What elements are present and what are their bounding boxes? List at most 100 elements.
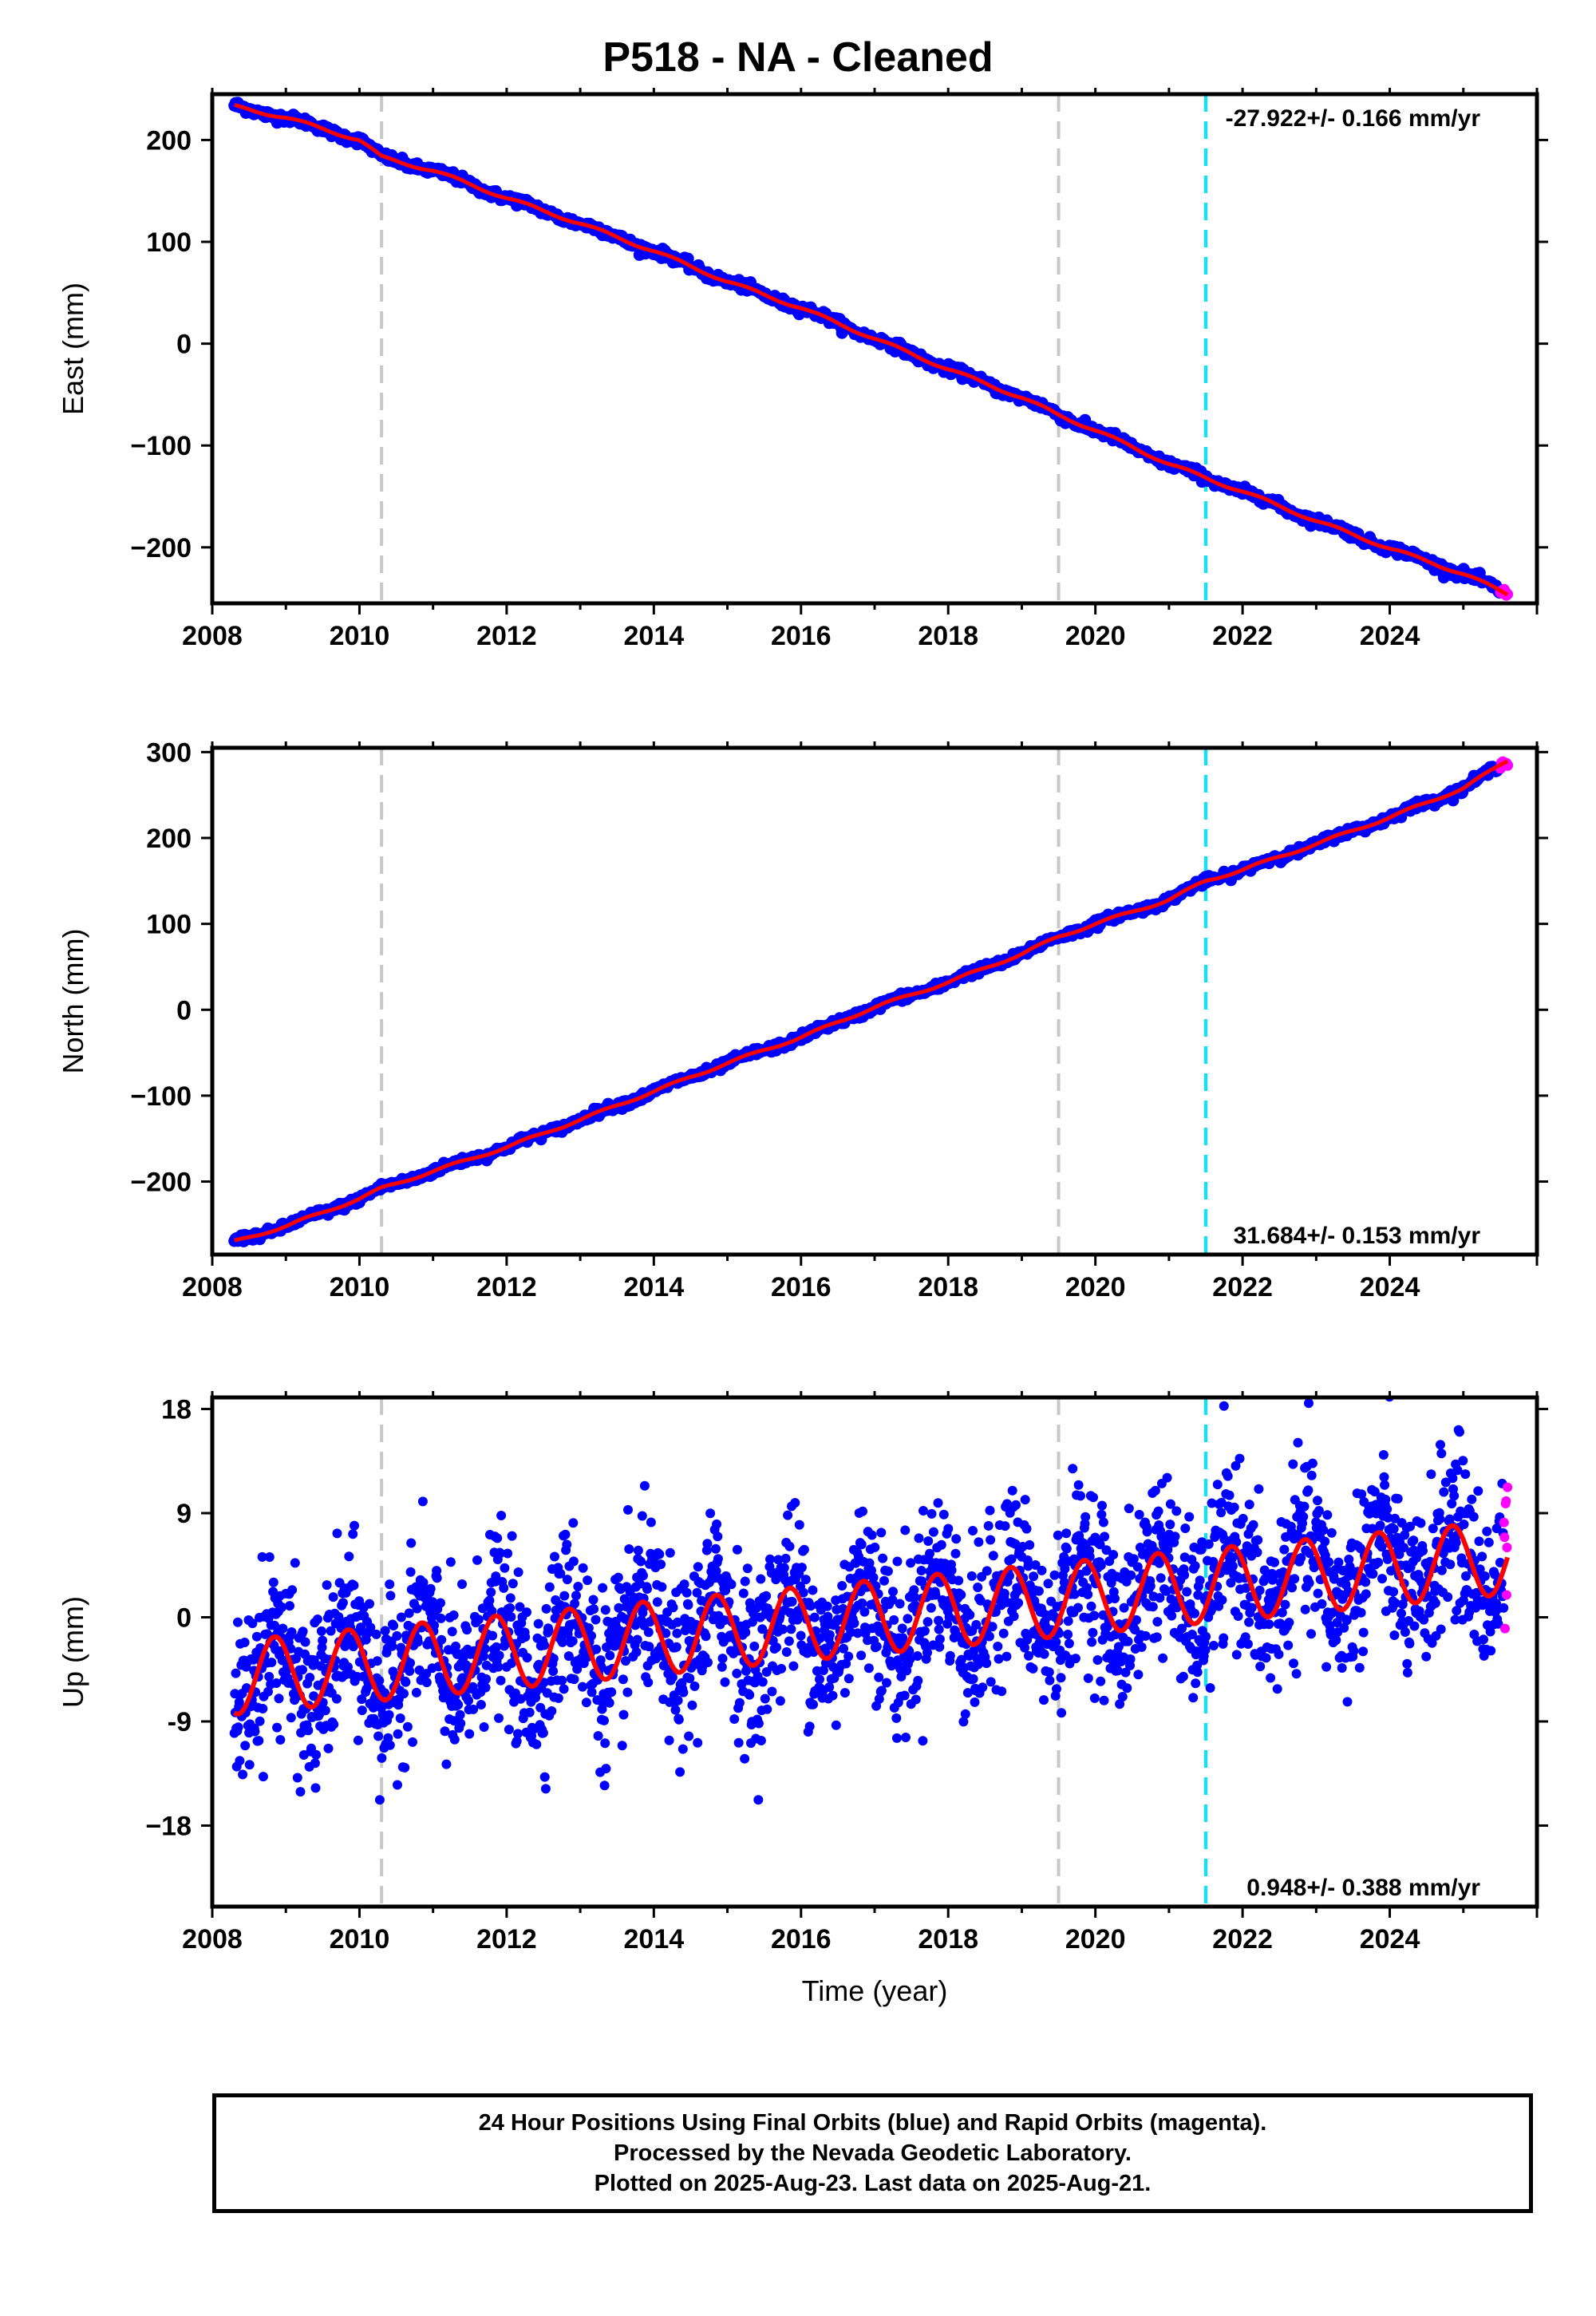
final-orbit-point xyxy=(693,1562,703,1572)
final-orbit-point xyxy=(1044,1667,1054,1678)
final-orbit-point xyxy=(670,1705,681,1715)
final-orbit-point xyxy=(1259,1565,1270,1575)
final-orbit-point xyxy=(934,1634,945,1644)
final-orbit-point xyxy=(492,1642,501,1652)
final-orbit-point xyxy=(539,1772,550,1782)
final-orbit-point xyxy=(562,1539,572,1550)
final-orbit-point xyxy=(856,1650,867,1661)
final-orbit-point xyxy=(492,1533,503,1543)
final-orbit-point xyxy=(1452,1606,1462,1616)
final-orbit-point xyxy=(421,1678,432,1688)
final-orbit-point xyxy=(753,1795,764,1805)
x-tick-label: 2016 xyxy=(771,621,832,651)
final-orbit-point xyxy=(892,1556,903,1567)
final-orbit-point xyxy=(406,1538,417,1548)
final-orbit-point xyxy=(899,1690,910,1701)
final-orbit-point xyxy=(1460,1469,1471,1480)
final-orbit-point xyxy=(897,1623,907,1634)
rapid-orbit-point xyxy=(1500,1623,1510,1634)
final-orbit-point xyxy=(619,1594,630,1604)
final-orbit-point xyxy=(1158,1653,1168,1663)
final-orbit-point xyxy=(1483,1537,1494,1547)
rapid-orbit-point xyxy=(1502,1543,1512,1552)
final-orbit-point xyxy=(1216,1508,1227,1518)
final-orbit-point xyxy=(1421,1651,1432,1662)
final-orbit-point xyxy=(1009,1611,1019,1622)
final-orbit-point xyxy=(657,1582,667,1592)
y-tick-label: 100 xyxy=(146,227,192,258)
final-orbit-point xyxy=(794,1520,804,1530)
final-orbit-point xyxy=(599,1780,610,1791)
panel-up: 2008 2010 2012 2014 2016 2018 2020 2022 20241890… xyxy=(57,1391,1548,2007)
final-orbit-point xyxy=(818,1666,828,1675)
final-orbit-point xyxy=(432,1573,442,1583)
final-orbit-point xyxy=(930,1590,941,1600)
final-orbit-point xyxy=(429,1620,439,1630)
final-orbit-point xyxy=(1179,1570,1190,1580)
final-orbit-point xyxy=(925,1548,934,1559)
final-orbit-point xyxy=(462,1625,472,1635)
final-orbit-point xyxy=(1153,1506,1163,1516)
y-tick-label: −100 xyxy=(130,431,192,461)
final-orbit-point xyxy=(1416,1518,1426,1528)
final-orbit-point xyxy=(1382,1504,1393,1514)
final-orbit-point xyxy=(1126,1570,1136,1580)
x-tick-label: 2016 xyxy=(771,1272,832,1302)
final-orbit-point xyxy=(602,1642,611,1652)
final-orbit-point xyxy=(1089,1611,1100,1621)
final-orbit-point xyxy=(332,1528,342,1539)
final-orbit-point xyxy=(820,1658,831,1668)
final-orbit-point xyxy=(993,1642,1003,1651)
y-tick-label: 0 xyxy=(176,330,192,360)
final-orbit-point xyxy=(1037,1565,1047,1575)
y-tick-label: 300 xyxy=(146,737,192,768)
final-orbit-point xyxy=(1030,1560,1041,1570)
final-orbit-point xyxy=(867,1530,877,1540)
final-orbit-point xyxy=(1354,1662,1365,1673)
final-orbit-point xyxy=(1092,1655,1103,1665)
final-orbit-point xyxy=(1357,1489,1367,1500)
final-orbit-point xyxy=(531,1739,542,1749)
final-orbit-point xyxy=(542,1688,552,1698)
final-orbit-point xyxy=(1358,1646,1369,1657)
final-orbit-point xyxy=(1298,1512,1309,1522)
final-orbit-point xyxy=(548,1666,559,1676)
final-orbit-point xyxy=(1006,1554,1017,1564)
final-orbit-point xyxy=(944,1612,954,1622)
final-orbit-point xyxy=(385,1579,395,1590)
final-orbit-point xyxy=(487,1606,497,1616)
final-orbit-point xyxy=(1049,1570,1060,1580)
final-orbit-point xyxy=(240,1741,251,1751)
final-orbit-point xyxy=(493,1662,504,1672)
final-orbit-point xyxy=(601,1764,611,1774)
final-orbit-point xyxy=(581,1697,591,1708)
final-orbit-point xyxy=(562,1575,572,1585)
final-orbit-point xyxy=(1219,1633,1229,1643)
final-orbit-point xyxy=(1188,1693,1199,1703)
final-orbit-point xyxy=(1330,1564,1341,1575)
final-orbit-point xyxy=(906,1558,916,1568)
final-orbit-point xyxy=(1241,1583,1251,1593)
final-orbit-point xyxy=(713,1531,723,1542)
final-orbit-point xyxy=(1242,1639,1253,1649)
final-orbit-point xyxy=(1162,1472,1172,1483)
final-orbit-point xyxy=(1418,1546,1428,1556)
final-orbit-point xyxy=(473,1614,484,1625)
final-orbit-point xyxy=(310,1758,320,1769)
final-orbit-point xyxy=(242,1683,251,1694)
model-fit-line xyxy=(234,759,1509,1243)
final-orbit-point xyxy=(1377,1574,1387,1584)
final-orbit-point xyxy=(560,1529,571,1539)
final-orbit-point xyxy=(1056,1673,1066,1683)
final-orbit-points xyxy=(228,761,1506,1247)
final-orbit-point xyxy=(687,1700,697,1710)
final-orbit-point xyxy=(1339,1622,1349,1633)
final-orbit-point xyxy=(1390,1513,1400,1524)
final-orbit-point xyxy=(1389,1524,1399,1534)
x-tick-label: 2010 xyxy=(330,1272,390,1302)
final-orbit-point xyxy=(600,1605,610,1615)
final-orbit-point xyxy=(749,1641,760,1651)
final-orbit-point xyxy=(1231,1460,1241,1471)
final-orbit-point xyxy=(1475,1564,1485,1575)
